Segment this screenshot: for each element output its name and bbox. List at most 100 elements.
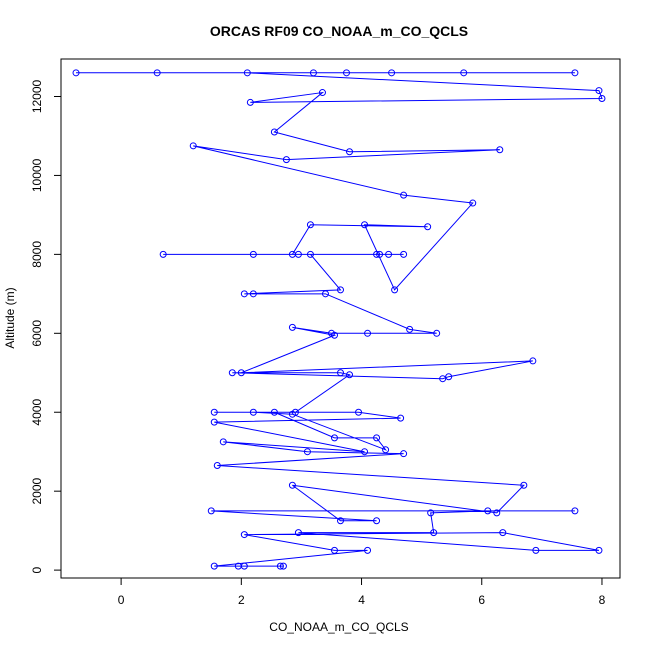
data-point	[469, 199, 477, 207]
data-point	[400, 250, 408, 258]
data-point	[361, 221, 369, 229]
data-point	[439, 375, 447, 383]
data-point	[400, 191, 408, 199]
x-tick-label: 4	[358, 593, 365, 607]
data-point	[571, 507, 579, 515]
data-point	[595, 546, 603, 554]
x-tick-label: 2	[238, 593, 245, 607]
data-point	[532, 546, 540, 554]
data-point	[288, 323, 296, 331]
data-point	[361, 448, 369, 456]
data-point	[388, 69, 396, 77]
data-point	[364, 329, 372, 337]
y-tick-label: 0	[30, 566, 44, 573]
chart-title: ORCAS RF09 CO_NOAA_m_CO_QCLS	[210, 23, 468, 39]
data-point	[291, 408, 299, 416]
data-point	[355, 408, 363, 416]
data-point	[282, 156, 290, 164]
data-point	[595, 87, 603, 95]
data-point	[496, 146, 504, 154]
x-axis: 0 2 4 6 8	[118, 578, 606, 607]
data-point	[279, 562, 287, 570]
data-point	[249, 290, 257, 298]
data-point	[343, 69, 351, 77]
data-point	[270, 408, 278, 416]
data-point	[228, 369, 236, 377]
data-point	[303, 448, 311, 456]
data-point	[433, 329, 441, 337]
data-point	[207, 507, 215, 515]
x-axis-label: CO_NOAA_m_CO_QCLS	[269, 620, 408, 634]
data-point	[243, 69, 251, 77]
data-point	[529, 357, 537, 365]
data-point	[306, 221, 314, 229]
x-tick-label: 8	[599, 593, 606, 607]
data-point	[249, 250, 257, 258]
data-point	[294, 529, 302, 537]
data-point	[373, 250, 381, 258]
data-point	[210, 408, 218, 416]
data-point	[219, 438, 227, 446]
data-point	[373, 517, 381, 525]
data-point	[571, 69, 579, 77]
data-point	[288, 250, 296, 258]
data-point	[246, 98, 254, 106]
y-tick-label: 8000	[30, 241, 44, 268]
y-tick-label: 2000	[30, 478, 44, 505]
data-point	[189, 142, 197, 150]
data-point	[276, 562, 284, 570]
data-point	[72, 69, 80, 77]
data-point	[376, 250, 384, 258]
x-tick-label: 0	[118, 593, 125, 607]
data-point	[373, 434, 381, 442]
y-tick-label: 6000	[30, 320, 44, 347]
data-point	[493, 509, 501, 517]
data-point	[330, 434, 338, 442]
data-point	[309, 69, 317, 77]
data-point	[337, 517, 344, 525]
data-point	[159, 250, 167, 258]
y-axis-label: Altitude (m)	[3, 287, 17, 348]
data-point	[424, 223, 432, 231]
data-point	[237, 369, 245, 377]
y-axis: 0 2000 4000 6000 8000 10000 12000	[30, 79, 61, 573]
data-point	[346, 148, 354, 156]
data-point	[270, 128, 278, 136]
data-point	[520, 481, 528, 489]
data-point	[598, 94, 606, 102]
data-point	[240, 290, 248, 298]
x-tick-label: 6	[478, 593, 485, 607]
data-point	[445, 373, 453, 381]
data-point	[153, 69, 161, 77]
data-point	[385, 250, 393, 258]
data-point	[406, 325, 414, 333]
data-point	[288, 481, 296, 489]
data-point	[249, 408, 257, 416]
data-point	[318, 89, 326, 97]
data-point	[337, 286, 344, 294]
data-point	[240, 531, 248, 539]
data-point	[327, 329, 335, 337]
data-point	[213, 462, 221, 470]
data-point	[346, 371, 354, 379]
series-lines	[76, 72, 603, 567]
data-point	[427, 509, 435, 517]
y-tick-label: 12000	[30, 79, 44, 113]
data-point	[430, 529, 438, 537]
data-point	[364, 546, 372, 554]
data-point	[240, 562, 248, 570]
data-point	[397, 414, 405, 422]
data-point	[391, 286, 399, 294]
data-point	[210, 418, 218, 426]
data-point	[400, 450, 408, 458]
data-point	[306, 250, 314, 258]
series-points	[72, 69, 606, 570]
data-point	[337, 369, 344, 377]
plot-frame	[60, 58, 621, 579]
series-line	[76, 72, 603, 567]
y-tick-label: 4000	[30, 399, 44, 426]
data-point	[382, 446, 390, 454]
data-point	[460, 69, 468, 77]
data-point	[330, 546, 338, 554]
